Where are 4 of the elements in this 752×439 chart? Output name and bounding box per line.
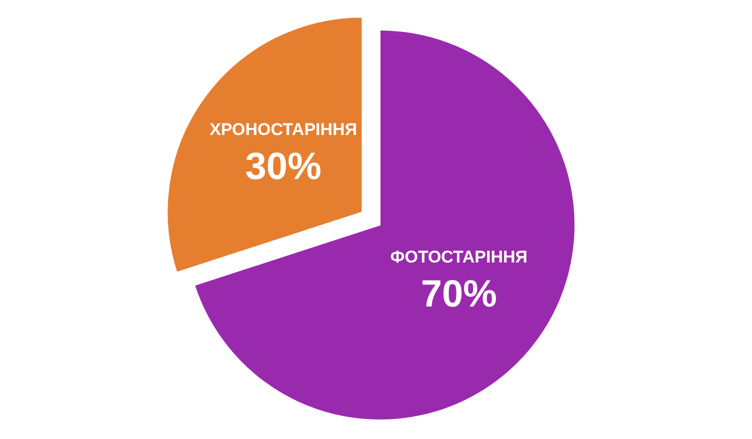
- data-label: 30%: [245, 146, 322, 188]
- slice-label: ХРОНОСТАРІННЯ: [210, 120, 358, 139]
- data-label: 70%: [420, 273, 497, 316]
- slice-label: ФОТОСТАРІННЯ: [390, 247, 528, 266]
